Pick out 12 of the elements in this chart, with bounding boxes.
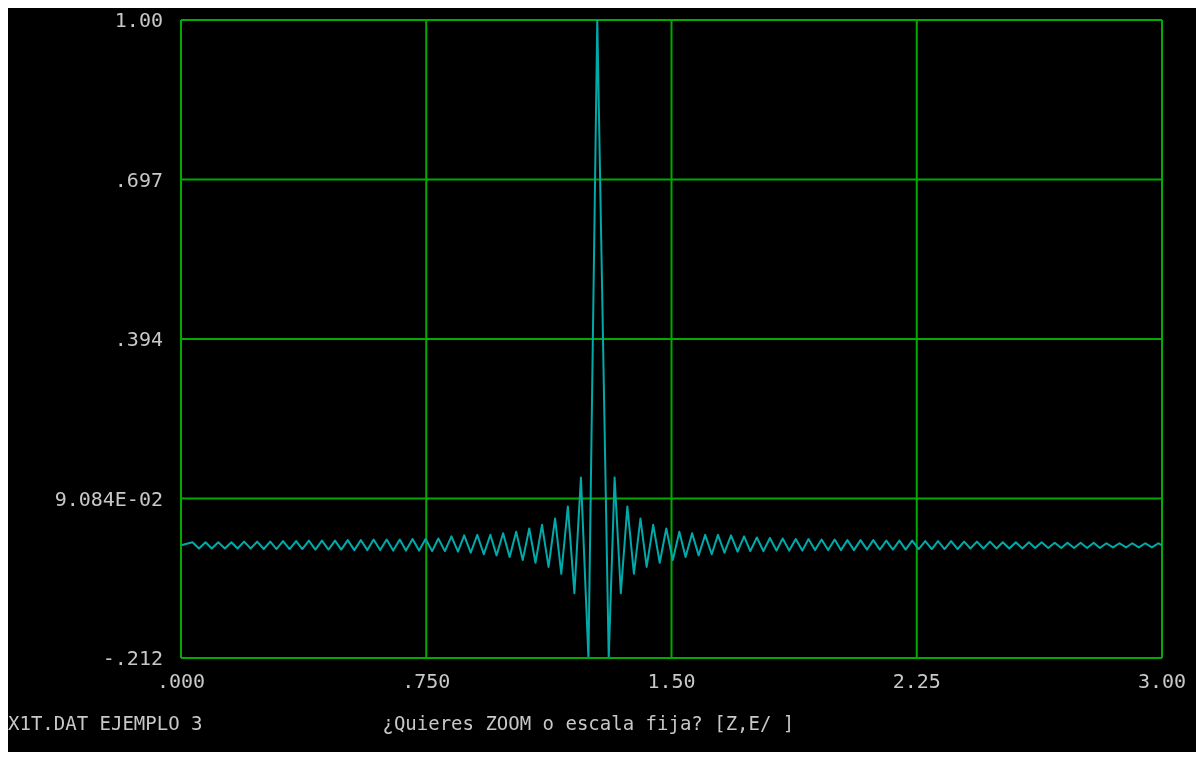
y-tick-label: .697: [114, 167, 163, 192]
x-tick-label: 3.00: [1137, 669, 1187, 694]
y-tick-label: 1.00: [114, 8, 163, 33]
text: X1T.DAT EJEMPLO 3: [8, 712, 203, 734]
x-tick-label: .000: [156, 669, 206, 694]
y-tick-label: -.212: [102, 646, 163, 671]
y-tick-label: .394: [114, 327, 163, 352]
x-tick-label: 1.50: [647, 669, 696, 694]
x-tick-label: 2.25: [892, 669, 941, 694]
x-tick-label: .750: [402, 669, 451, 694]
y-tick-label: 9.084E-02: [54, 486, 163, 511]
text: ¿Quieres ZOOM o escala fija? [Z,E/ ]: [382, 712, 795, 734]
